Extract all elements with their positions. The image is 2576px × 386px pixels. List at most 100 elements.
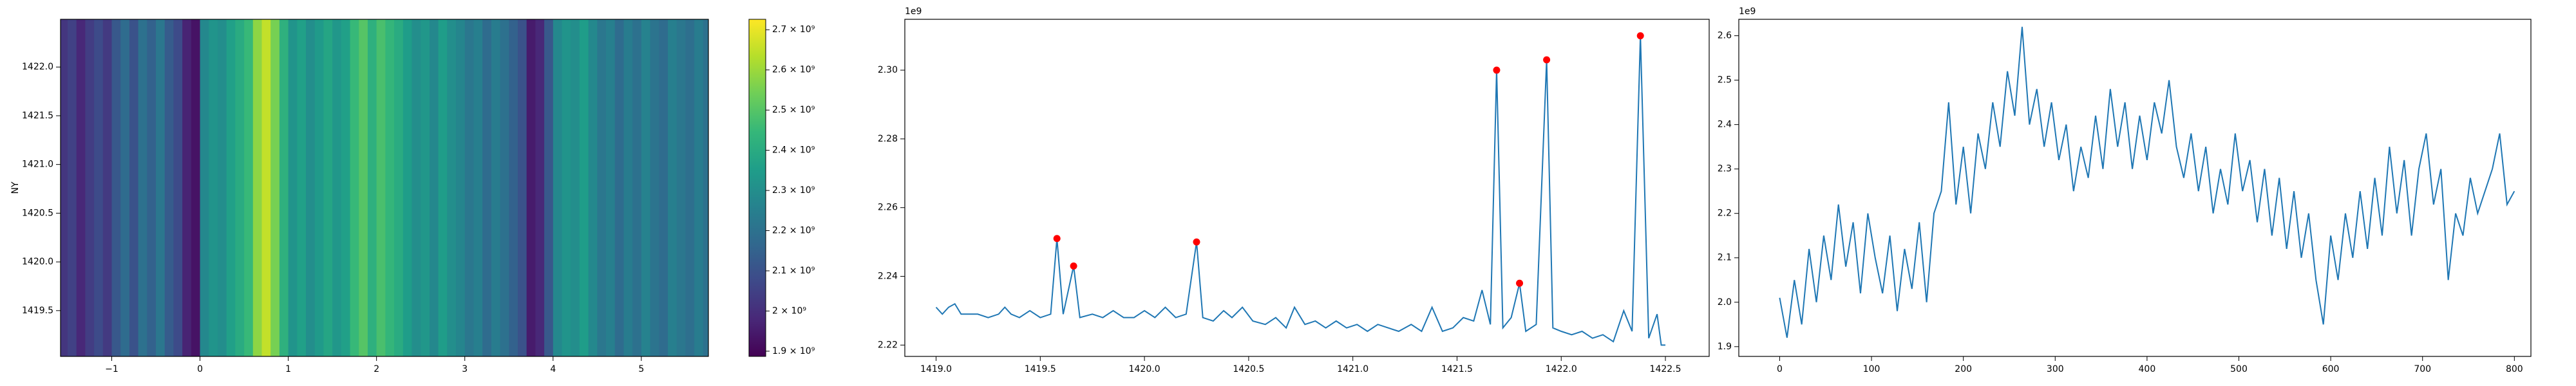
x-tick-label: 2 xyxy=(374,364,379,374)
x-tick-label: 5 xyxy=(638,364,644,374)
heat-cell xyxy=(571,19,580,356)
heat-cell xyxy=(244,19,254,356)
y-tick-label: 2.4 xyxy=(1718,120,1732,130)
heat-cell xyxy=(76,19,86,356)
x-tick-label: 1420.0 xyxy=(1129,364,1160,374)
x-tick-label: 300 xyxy=(2047,364,2064,374)
y-tick-label: 1422.0 xyxy=(22,62,53,72)
x-tick-label: 600 xyxy=(2322,364,2340,374)
x-tick-label: 1422.0 xyxy=(1546,364,1577,374)
heat-cell xyxy=(562,19,571,356)
colorbar-tick-label: 2.7 × 10⁹ xyxy=(772,24,815,35)
heat-cell xyxy=(270,19,280,356)
heat-cell xyxy=(94,19,104,356)
heat-cell xyxy=(421,19,430,356)
heat-cell xyxy=(111,19,121,356)
axes-frame xyxy=(60,19,709,357)
heat-cell xyxy=(429,19,439,356)
peak-marker xyxy=(1516,279,1524,287)
y-tick-label: 1421.0 xyxy=(22,160,53,170)
colorbar xyxy=(748,19,766,357)
x-tick-label: −1 xyxy=(105,364,118,374)
peak-marker xyxy=(1193,238,1200,246)
heat-cell xyxy=(359,19,368,356)
colorbar-tick-label: 2.4 × 10⁹ xyxy=(772,145,815,156)
heat-cell xyxy=(641,19,651,356)
heat-cell xyxy=(588,19,598,356)
heat-cell xyxy=(279,19,289,356)
x-tick-label: 1419.0 xyxy=(920,364,952,374)
heat-cell xyxy=(676,19,686,356)
heat-cell xyxy=(694,19,704,356)
peak-marker xyxy=(1053,235,1061,243)
heat-cell xyxy=(632,19,642,356)
y-tick-label: 2.3 xyxy=(1718,164,1732,174)
peak-marker xyxy=(1493,66,1501,74)
axes-frame xyxy=(904,19,1710,357)
peak-marker xyxy=(1636,32,1644,40)
x-tick-label: 3 xyxy=(462,364,468,374)
colorbar-tick-label: 2.6 × 10⁹ xyxy=(772,65,815,75)
offset-label: 1e9 xyxy=(905,6,922,17)
x-tick-label: 1422.5 xyxy=(1650,364,1681,374)
heat-cell xyxy=(217,19,227,356)
colorbar-tick-label: 2.5 × 10⁹ xyxy=(772,105,815,115)
heat-cell xyxy=(61,19,68,356)
y-tick-label: 2.1 xyxy=(1718,253,1732,263)
x-tick-label: 4 xyxy=(550,364,556,374)
heat-cell xyxy=(235,19,245,356)
peak-marker xyxy=(1070,262,1077,270)
x-tick-label: 1420.5 xyxy=(1233,364,1264,374)
heat-cell xyxy=(120,19,130,356)
heat-cell xyxy=(703,19,708,356)
heat-cell xyxy=(667,19,677,356)
x-tick-label: 200 xyxy=(1955,364,1972,374)
x-tick-label: 1421.5 xyxy=(1441,364,1473,374)
heat-cell xyxy=(473,19,483,356)
heat-cell xyxy=(252,19,263,356)
x-tick-label: 800 xyxy=(2506,364,2523,374)
x-tick-label: 0 xyxy=(1777,364,1783,374)
colorbar-tick-label: 1.9 × 10⁹ xyxy=(772,346,815,356)
colorbar-tick-label: 2.2 × 10⁹ xyxy=(772,226,815,236)
heat-cell xyxy=(402,19,413,356)
heat-cell xyxy=(623,19,633,356)
y-tick-label: 2.5 xyxy=(1718,75,1732,86)
heat-cell xyxy=(288,19,298,356)
heat-cell xyxy=(156,19,166,356)
heat-cell xyxy=(323,19,333,356)
heat-cell xyxy=(614,19,625,356)
y-tick-label: 2.24 xyxy=(878,271,898,282)
heat-cell xyxy=(102,19,113,356)
heat-cell xyxy=(341,19,351,356)
heat-cell xyxy=(200,19,209,356)
x-tick-label: 0 xyxy=(197,364,203,374)
heat-cell xyxy=(597,19,607,356)
offset-label: 1e9 xyxy=(1739,6,1756,17)
y-tick-label: 1.9 xyxy=(1718,342,1732,352)
heat-cell xyxy=(209,19,218,356)
peak-marker xyxy=(1543,56,1551,64)
y-tick-label: 2.0 xyxy=(1718,297,1732,308)
heat-cell xyxy=(367,19,377,356)
y-tick-label: 1420.0 xyxy=(22,257,53,267)
x-tick-label: 400 xyxy=(2139,364,2156,374)
data-line xyxy=(1779,26,2515,338)
x-tick-label: 1419.5 xyxy=(1025,364,1056,374)
heat-cell xyxy=(297,19,307,356)
heat-cell xyxy=(509,19,518,356)
heat-cell xyxy=(314,19,325,356)
y-tick-label: 2.22 xyxy=(878,340,898,350)
heat-cell xyxy=(147,19,156,356)
y-tick-label: 2.28 xyxy=(878,134,898,144)
heat-cell xyxy=(385,19,395,356)
heat-cell xyxy=(535,19,545,356)
heat-cell xyxy=(173,19,183,356)
x-tick-label: 1 xyxy=(285,364,291,374)
heat-cell xyxy=(182,19,192,356)
y-tick-label: 2.26 xyxy=(878,203,898,213)
y-tick-label: 1420.5 xyxy=(22,208,53,218)
axes-frame xyxy=(1738,19,2532,357)
heat-cell xyxy=(606,19,616,356)
heat-cell xyxy=(191,19,201,356)
